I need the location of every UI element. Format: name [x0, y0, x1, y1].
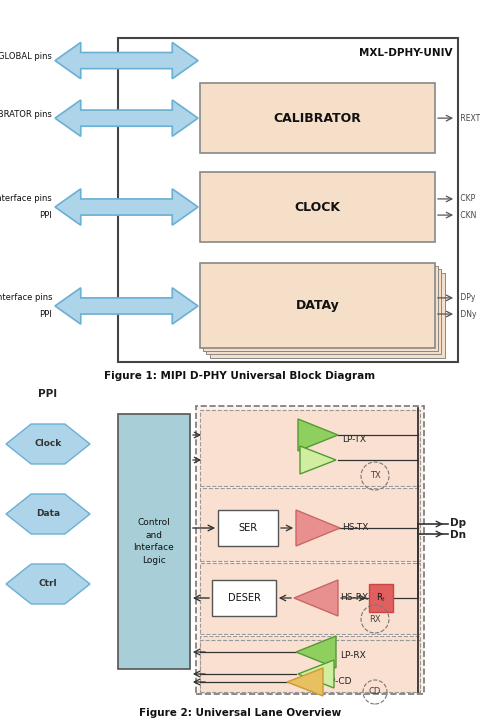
Text: CALIBRATOR: CALIBRATOR	[274, 111, 361, 125]
FancyBboxPatch shape	[210, 273, 445, 358]
FancyBboxPatch shape	[206, 269, 441, 355]
Polygon shape	[55, 189, 198, 225]
Text: SER: SER	[239, 523, 258, 533]
Polygon shape	[298, 660, 334, 688]
FancyBboxPatch shape	[200, 563, 420, 634]
Text: Control
and
Interface
Logic: Control and Interface Logic	[133, 518, 174, 565]
FancyBboxPatch shape	[203, 266, 438, 351]
FancyBboxPatch shape	[196, 406, 424, 694]
Text: DESER: DESER	[228, 593, 261, 603]
Text: CLOCK: CLOCK	[295, 201, 340, 214]
Text: Clock: Clock	[35, 439, 61, 448]
Polygon shape	[287, 668, 323, 696]
FancyBboxPatch shape	[369, 584, 393, 612]
Polygon shape	[6, 494, 90, 534]
Text: MXL-DPHY-UNIV: MXL-DPHY-UNIV	[359, 49, 452, 59]
Text: CD: CD	[369, 688, 381, 696]
Text: LP-RX: LP-RX	[340, 652, 366, 660]
FancyBboxPatch shape	[200, 488, 420, 561]
Polygon shape	[294, 580, 338, 616]
Text: CALIBRATOR pins: CALIBRATOR pins	[0, 109, 52, 119]
Text: PPI: PPI	[39, 310, 52, 319]
Polygon shape	[296, 636, 336, 668]
Text: CKP: CKP	[458, 195, 475, 203]
FancyBboxPatch shape	[200, 83, 435, 153]
Text: PPI: PPI	[38, 389, 58, 399]
FancyBboxPatch shape	[212, 580, 276, 616]
Polygon shape	[6, 424, 90, 464]
FancyBboxPatch shape	[200, 636, 420, 692]
Polygon shape	[6, 564, 90, 604]
Text: Figure 2: Universal Lane Overview: Figure 2: Universal Lane Overview	[139, 708, 341, 718]
Text: DATAy: DATAy	[296, 299, 339, 312]
Text: HS-TX: HS-TX	[342, 523, 368, 532]
Text: TX: TX	[370, 471, 380, 481]
Polygon shape	[296, 510, 340, 546]
FancyBboxPatch shape	[118, 38, 458, 361]
Text: Ctrl: Ctrl	[39, 579, 57, 589]
Polygon shape	[55, 288, 198, 324]
FancyBboxPatch shape	[200, 640, 420, 692]
Text: DATAy interface pins: DATAy interface pins	[0, 293, 52, 303]
Polygon shape	[300, 446, 336, 474]
Text: Data: Data	[36, 510, 60, 518]
FancyBboxPatch shape	[200, 172, 435, 243]
Text: GLOBAL pins: GLOBAL pins	[0, 52, 52, 61]
Text: Dp: Dp	[450, 518, 466, 528]
Text: REXT: REXT	[458, 114, 480, 122]
Text: Dn: Dn	[450, 530, 466, 540]
Text: DNy: DNy	[458, 310, 477, 319]
FancyBboxPatch shape	[118, 414, 190, 669]
Polygon shape	[298, 419, 338, 451]
Text: CLOCK interface pins: CLOCK interface pins	[0, 195, 52, 203]
Polygon shape	[55, 43, 198, 79]
Text: Figure 1: MIPI D-PHY Universal Block Diagram: Figure 1: MIPI D-PHY Universal Block Dia…	[105, 371, 375, 381]
Text: LP-TX: LP-TX	[342, 434, 366, 444]
Text: CKN: CKN	[458, 211, 476, 219]
Text: LP-CD: LP-CD	[325, 678, 351, 686]
Text: R$_t$: R$_t$	[376, 592, 386, 605]
FancyBboxPatch shape	[218, 510, 278, 546]
Polygon shape	[55, 100, 198, 136]
FancyBboxPatch shape	[200, 410, 420, 486]
Text: DPy: DPy	[458, 293, 475, 303]
Text: HS-RX: HS-RX	[340, 594, 368, 602]
Text: PPI: PPI	[39, 211, 52, 219]
FancyBboxPatch shape	[200, 263, 435, 348]
Text: RX: RX	[369, 615, 381, 623]
